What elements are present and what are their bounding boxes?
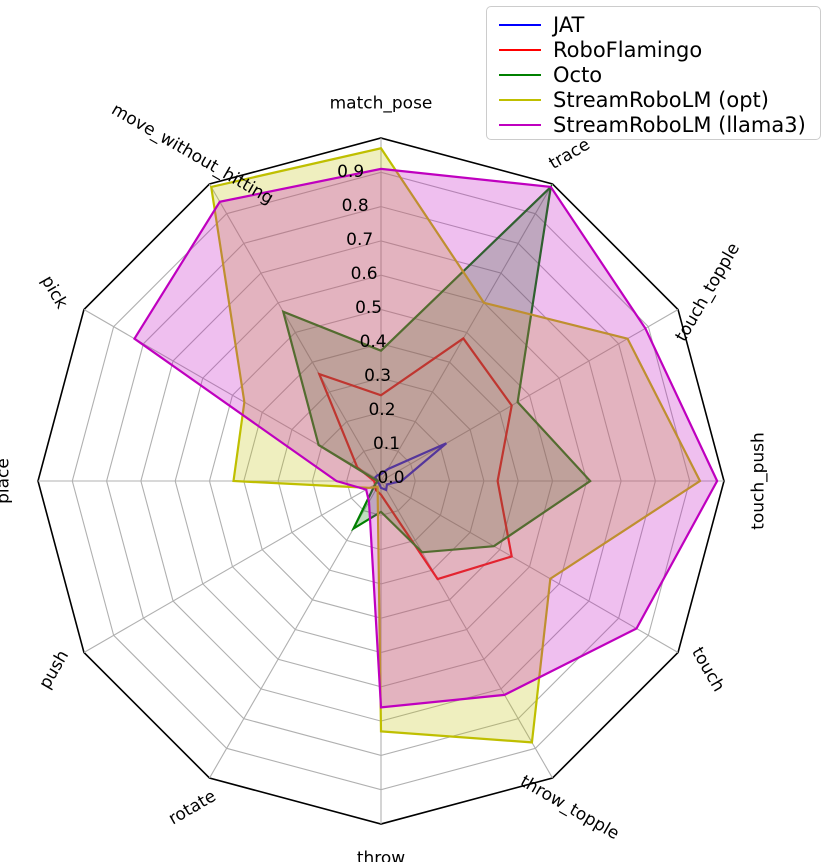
category-label: throw bbox=[357, 848, 405, 862]
category-label: push bbox=[35, 647, 73, 693]
legend-label: Octo bbox=[553, 62, 603, 87]
legend-swatch bbox=[499, 123, 541, 126]
grid-spoke bbox=[83, 480, 382, 653]
category-label: place bbox=[0, 458, 14, 504]
radial-tick-label: 0.8 bbox=[342, 196, 369, 216]
radial-tick-label: 0.5 bbox=[355, 298, 382, 318]
category-label: rotate bbox=[165, 786, 219, 829]
category-label: move_without_hitting bbox=[108, 100, 277, 209]
series-roboflamingo bbox=[317, 336, 513, 581]
radial-tick-label: 0.3 bbox=[364, 366, 391, 386]
radial-tick-label: 0.1 bbox=[373, 434, 400, 454]
legend-swatch bbox=[499, 73, 541, 76]
series-jat bbox=[373, 442, 448, 492]
category-label: trace bbox=[546, 135, 594, 174]
legend-swatch bbox=[499, 23, 541, 26]
series-layer bbox=[132, 147, 719, 744]
legend-item-streamrobolm-llama3: StreamRoboLM (llama3) bbox=[495, 112, 812, 137]
category-label: pick bbox=[37, 272, 72, 312]
radial-tick-label: 0.6 bbox=[351, 264, 378, 284]
legend-item-streamrobolm-opt: StreamRoboLM (opt) bbox=[495, 87, 812, 112]
category-label: throw_topple bbox=[517, 771, 623, 844]
legend-label: StreamRoboLM (opt) bbox=[553, 87, 769, 112]
category-label: match_pose bbox=[330, 94, 433, 114]
series-streamrobolm-opt bbox=[209, 147, 702, 744]
grid-spoke bbox=[380, 183, 553, 482]
legend-label: RoboFlamingo bbox=[553, 37, 703, 62]
legend-swatch bbox=[499, 48, 541, 51]
category-label: touch bbox=[687, 644, 728, 696]
series-octo bbox=[281, 183, 592, 554]
series-streamrobolm-llama3 bbox=[132, 167, 719, 709]
category-label: touch_topple bbox=[672, 240, 744, 346]
grid-spoke bbox=[380, 480, 679, 653]
legend-label: StreamRoboLM (llama3) bbox=[553, 112, 806, 137]
legend: JAT RoboFlamingo Octo StreamRoboLM (opt)… bbox=[486, 6, 821, 140]
radial-tick-label: 0.0 bbox=[377, 468, 404, 488]
legend-swatch bbox=[499, 98, 541, 101]
radial-tick-label: 0.7 bbox=[346, 230, 373, 250]
radial-tick-label: 0.4 bbox=[360, 332, 387, 352]
legend-item-jat: JAT bbox=[495, 12, 812, 37]
legend-item-octo: Octo bbox=[495, 62, 812, 87]
category-label: touch_push bbox=[748, 432, 768, 530]
legend-label: JAT bbox=[553, 12, 585, 37]
legend-item-roboflamingo: RoboFlamingo bbox=[495, 37, 812, 62]
radial-tick-label: 0.9 bbox=[337, 162, 364, 182]
grid-spoke bbox=[380, 480, 553, 779]
grid-spoke bbox=[209, 183, 382, 482]
radial-tick-label: 0.2 bbox=[368, 400, 395, 420]
grid-spoke bbox=[380, 309, 679, 482]
